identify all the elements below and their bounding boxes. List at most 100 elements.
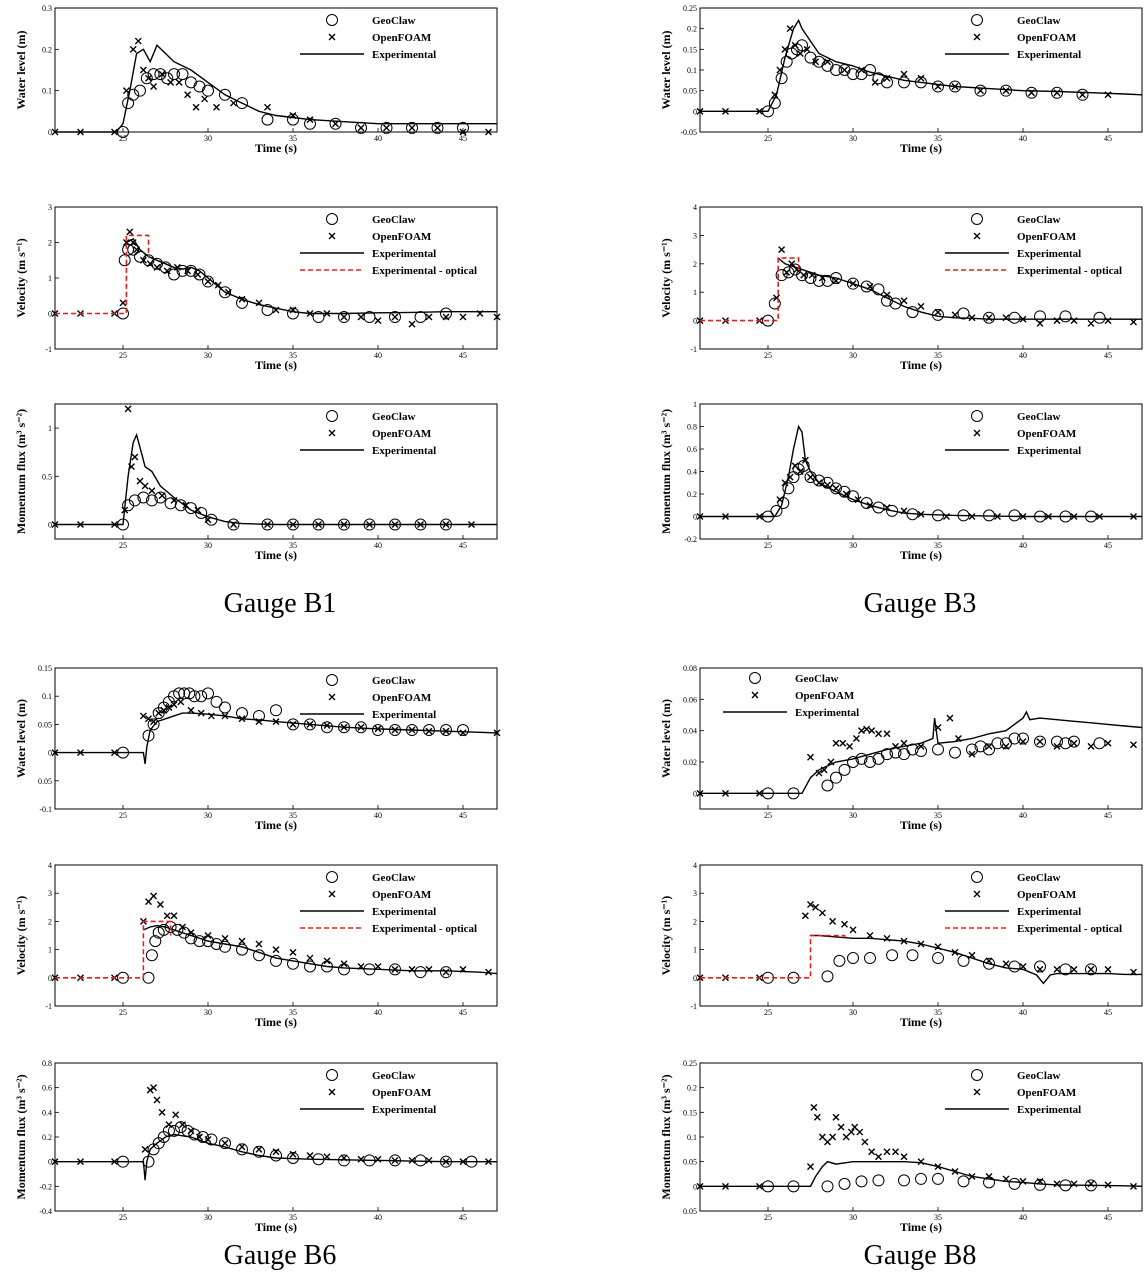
openfoam-point [272, 1148, 280, 1156]
y-tick-label: 2 [693, 260, 697, 269]
y-tick-label: -0.2 [39, 1182, 52, 1191]
x-axis-label: Time (s) [255, 141, 297, 155]
y-tick-label: 3 [48, 203, 52, 212]
geoclaw-point [253, 1145, 265, 1158]
legend-label: GeoClaw [372, 411, 415, 423]
caption-gauge-b6: Gauge B6 [223, 1240, 337, 1271]
legend-label: OpenFOAM [1017, 428, 1077, 440]
y-tick-label: 2 [48, 239, 52, 248]
y-tick-label: 4 [48, 861, 52, 870]
y-tick-label: 0.4 [687, 468, 697, 477]
legend: GeoClaw OpenFOAM Experimental [723, 672, 859, 719]
legend-label: OpenFOAM [1017, 1087, 1077, 1099]
openfoam-point [163, 267, 171, 275]
geoclaw-point [219, 940, 231, 953]
openfoam-point [155, 709, 163, 717]
geoclaw-point [270, 1149, 282, 1162]
openfoam-point [842, 1133, 850, 1141]
legend-label: OpenFOAM [372, 692, 432, 704]
openfoam-point [124, 405, 132, 413]
openfoam-point [272, 946, 280, 954]
series-openfoam [51, 405, 475, 529]
openfoam-point [900, 1153, 908, 1161]
geoclaw-point [168, 68, 180, 81]
legend-openfoam-symbol [973, 429, 981, 437]
legend-label: OpenFOAM [372, 32, 432, 44]
openfoam-point [868, 1148, 876, 1156]
openfoam-point [485, 968, 492, 976]
experimental-line [700, 1160, 1143, 1188]
experimental-line [777, 257, 1142, 320]
legend-openfoam-symbol [328, 693, 336, 701]
geoclaw-point [210, 695, 223, 708]
openfoam-point [1087, 965, 1095, 973]
openfoam-point [357, 723, 365, 731]
geoclaw-point [1025, 86, 1038, 99]
legend-label: OpenFOAM [795, 690, 855, 702]
chart-panel-b8-9: 25 30 35 40 45 0 0.02 0.04 0.06 0.08 Time (s) Water… [659, 664, 1143, 832]
openfoam-point [968, 513, 976, 520]
openfoam-point [1070, 1180, 1078, 1188]
x-axis-label: Time (s) [255, 1015, 297, 1029]
openfoam-point [1130, 318, 1137, 326]
y-tick-label: 0.06 [683, 695, 697, 704]
geoclaw-point [1076, 88, 1089, 101]
optical-line [700, 934, 846, 979]
chart-panel-b6-6: 25 30 35 40 45 -0.1 0.05 0 0.05 0.1 0.15 Time (s) Wa… [14, 664, 501, 832]
openfoam-point [187, 706, 195, 714]
x-tick-label: 40 [1019, 541, 1027, 550]
openfoam-point [391, 313, 399, 321]
legend-geoclaw-symbol [971, 1069, 983, 1081]
series-experimental [143, 924, 498, 975]
legend-label: GeoClaw [1017, 15, 1060, 27]
x-tick-label: 35 [289, 1213, 297, 1222]
openfoam-point [434, 124, 441, 132]
series-experimental [55, 432, 497, 526]
legend: GeoClaw OpenFOAM Experimental [945, 410, 1081, 457]
geoclaw-point [236, 707, 248, 720]
openfoam-point [145, 715, 152, 723]
geoclaw-point [287, 113, 299, 126]
geoclaw-point [321, 721, 333, 734]
geoclaw-point [196, 1131, 209, 1143]
y-tick-label: 1 [693, 400, 697, 409]
openfoam-point [813, 1113, 821, 1121]
geoclaw-point [1008, 732, 1021, 745]
geoclaw-point [1059, 737, 1072, 750]
geoclaw-point [1008, 311, 1021, 324]
openfoam-point [221, 934, 229, 942]
legend-label: Experimental [1017, 445, 1081, 457]
geoclaw-point [151, 257, 163, 270]
openfoam-point [863, 725, 871, 733]
series-geoclaw [762, 39, 1089, 118]
openfoam-point [192, 103, 200, 111]
geoclaw-point [149, 935, 162, 948]
openfoam-point [917, 74, 925, 82]
legend-openfoam-symbol [751, 691, 759, 699]
geoclaw-point [813, 474, 825, 487]
openfoam-point [177, 698, 185, 706]
y-tick-label: 0.2 [687, 25, 697, 34]
geoclaw-point [847, 277, 859, 290]
x-tick-label: 40 [374, 811, 382, 820]
openfoam-point [485, 128, 492, 136]
geoclaw-point [380, 121, 393, 134]
openfoam-point [139, 256, 147, 264]
x-tick-label: 35 [934, 541, 942, 550]
legend-openfoam-symbol [973, 232, 981, 240]
geoclaw-point [821, 274, 834, 287]
legend-label: Experimental [372, 709, 436, 721]
x-tick-label: 25 [764, 541, 772, 550]
geoclaw-point [915, 1172, 927, 1185]
openfoam-point [459, 729, 467, 737]
y-tick-label: -1 [690, 345, 697, 354]
legend: GeoClaw OpenFOAM Experimental [300, 1069, 436, 1116]
openfoam-point [357, 124, 365, 132]
openfoam-point [153, 1096, 161, 1104]
openfoam-point [156, 900, 164, 908]
x-tick-label: 40 [1019, 351, 1027, 360]
y-tick-label: 0.04 [683, 727, 697, 736]
geoclaw-point [117, 307, 129, 320]
legend-label: Experimental [1017, 906, 1081, 918]
geoclaw-point [406, 121, 418, 134]
